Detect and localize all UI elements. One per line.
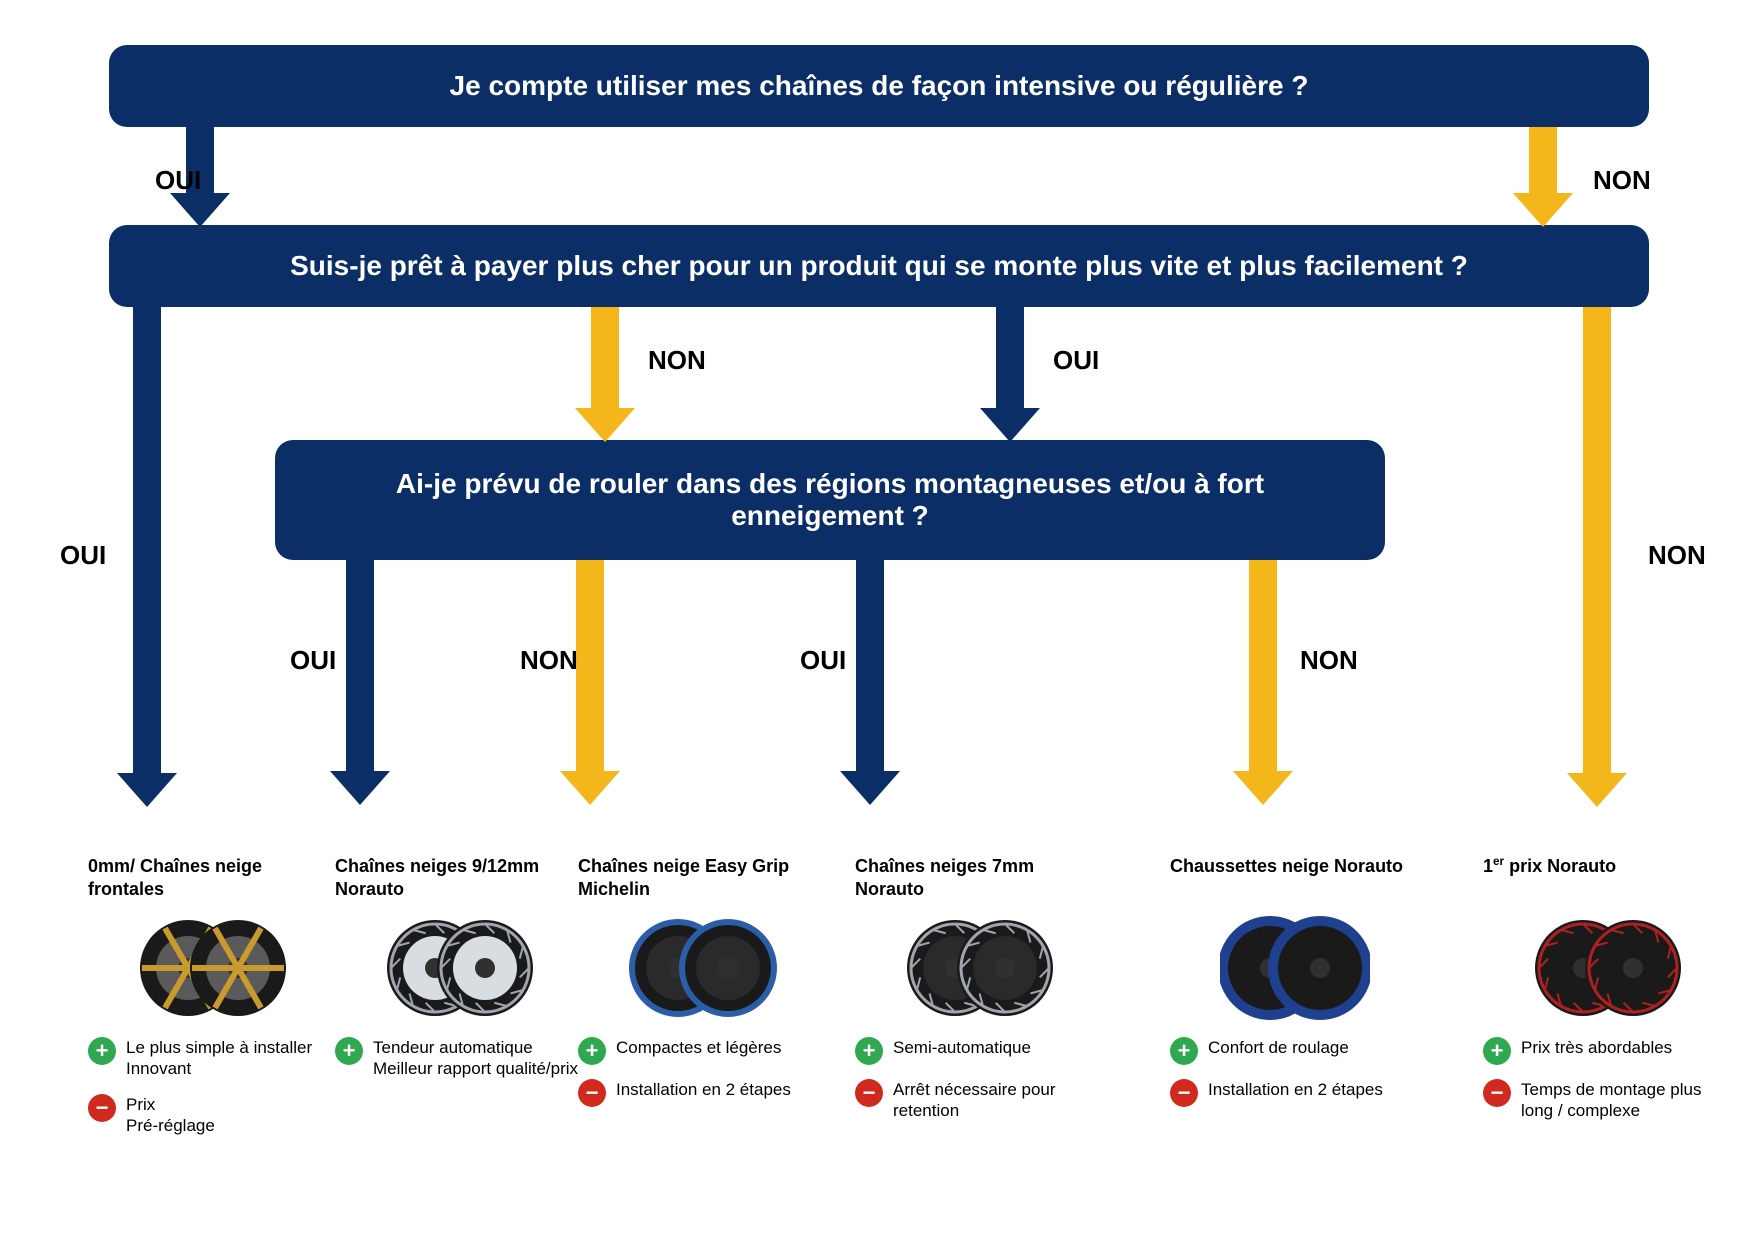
product-title: Chaussettes neige Norauto: [1170, 855, 1420, 903]
arrow-a-oui-q2-far-left: [117, 307, 177, 807]
minus-icon: −: [578, 1079, 606, 1107]
arrow-label-a-oui-q2-mid-right: OUI: [1053, 345, 1099, 376]
tire-icon: [628, 913, 778, 1023]
tire-icon: [905, 913, 1055, 1023]
arrow-label-a-q3-oui-2: OUI: [800, 645, 846, 676]
pros-row: + Tendeur automatiqueMeilleur rapport qua…: [335, 1037, 585, 1080]
product-p3: Chaînes neige Easy Grip Michelin + Compact…: [578, 855, 828, 1107]
arrow-a-q3-non-2: [1233, 560, 1293, 805]
pros-text: Compactes et légères: [616, 1037, 781, 1058]
minus-icon: −: [88, 1094, 116, 1122]
question-2-text: Suis-je prêt à payer plus cher pour un p…: [290, 250, 1468, 282]
pros-text: Confort de roulage: [1208, 1037, 1349, 1058]
arrow-label-a-non-q1-right: NON: [1593, 165, 1651, 196]
pros-text: Semi-automatique: [893, 1037, 1031, 1058]
arrow-a-non-q2-far-right: [1567, 307, 1627, 807]
product-image: [578, 913, 828, 1023]
tire-icon: [385, 913, 535, 1023]
pros-row: + Le plus simple à installerInnovant: [88, 1037, 338, 1080]
arrow-a-non-q2-mid-left: [575, 307, 635, 442]
minus-icon: −: [855, 1079, 883, 1107]
product-title: Chaînes neige Easy Grip Michelin: [578, 855, 828, 903]
plus-icon: +: [88, 1037, 116, 1065]
plus-icon: +: [335, 1037, 363, 1065]
cons-text: PrixPré-réglage: [126, 1094, 215, 1137]
question-2: Suis-je prêt à payer plus cher pour un p…: [109, 225, 1649, 307]
product-p1: 0mm/ Chaînes neige frontales + Le plus sim…: [88, 855, 338, 1136]
arrow-label-a-q3-non-2: NON: [1300, 645, 1358, 676]
product-title: Chaînes neiges 7mm Norauto: [855, 855, 1105, 903]
product-image: [1170, 913, 1420, 1023]
product-p6: 1er prix Norauto+Prix très abordables−Te…: [1483, 855, 1733, 1122]
cons-text: Installation en 2 étapes: [1208, 1079, 1383, 1100]
arrow-a-non-q1-right: [1513, 127, 1573, 227]
product-title: Chaînes neiges 9/12mm Norauto: [335, 855, 585, 903]
tire-icon: [1533, 913, 1683, 1023]
arrow-a-q3-oui-2: [840, 560, 900, 805]
pros-row: + Semi-automatique: [855, 1037, 1105, 1065]
cons-row: −Arrêt nécessaire pour retention: [855, 1079, 1105, 1122]
cons-text: Temps de montage plus long / complexe: [1521, 1079, 1733, 1122]
cons-text: Arrêt nécessaire pour retention: [893, 1079, 1105, 1122]
arrow-a-q3-oui-1: [330, 560, 390, 805]
pros-text: Prix très abordables: [1521, 1037, 1672, 1058]
product-image: [1483, 913, 1733, 1023]
pros-text: Tendeur automatiqueMeilleur rapport qual…: [373, 1037, 578, 1080]
product-image: [335, 913, 585, 1023]
cons-row: −Installation en 2 étapes: [578, 1079, 828, 1107]
tire-icon: [138, 913, 288, 1023]
arrow-label-a-q3-non-1: NON: [520, 645, 578, 676]
arrow-a-oui-q2-mid-right: [980, 307, 1040, 442]
minus-icon: −: [1170, 1079, 1198, 1107]
question-1-text: Je compte utiliser mes chaînes de façon …: [450, 70, 1309, 102]
product-p4: Chaînes neiges 7mm Norauto + Semi-automati…: [855, 855, 1105, 1122]
pros-row: + Compactes et légères: [578, 1037, 828, 1065]
plus-icon: +: [855, 1037, 883, 1065]
arrow-label-a-oui-q2-far-left: OUI: [60, 540, 106, 571]
arrow-a-q3-non-1: [560, 560, 620, 805]
arrow-label-a-non-q2-far-right: NON: [1648, 540, 1706, 571]
plus-icon: +: [1170, 1037, 1198, 1065]
plus-icon: +: [578, 1037, 606, 1065]
cons-row: −Installation en 2 étapes: [1170, 1079, 1420, 1107]
plus-icon: +: [1483, 1037, 1511, 1065]
question-3-text: Ai-je prévu de rouler dans des régions m…: [315, 468, 1345, 532]
pros-text: Le plus simple à installerInnovant: [126, 1037, 312, 1080]
tire-icon: [1220, 913, 1370, 1023]
arrow-label-a-oui-q1-left: OUI: [155, 165, 201, 196]
cons-text: Installation en 2 étapes: [616, 1079, 791, 1100]
product-p2: Chaînes neiges 9/12mm Norauto + Tendeur au…: [335, 855, 585, 1080]
question-3: Ai-je prévu de rouler dans des régions m…: [275, 440, 1385, 560]
minus-icon: −: [1483, 1079, 1511, 1107]
product-title: 1er prix Norauto: [1483, 855, 1733, 903]
pros-row: + Prix très abordables: [1483, 1037, 1733, 1065]
arrow-label-a-non-q2-mid-left: NON: [648, 345, 706, 376]
pros-row: + Confort de roulage: [1170, 1037, 1420, 1065]
product-title: 0mm/ Chaînes neige frontales: [88, 855, 338, 903]
product-image: [855, 913, 1105, 1023]
cons-row: −Temps de montage plus long / complexe: [1483, 1079, 1733, 1122]
arrow-label-a-q3-oui-1: OUI: [290, 645, 336, 676]
cons-row: −PrixPré-réglage: [88, 1094, 338, 1137]
product-image: [88, 913, 338, 1023]
question-1: Je compte utiliser mes chaînes de façon …: [109, 45, 1649, 127]
product-p5: Chaussettes neige Norauto + Confort de rou…: [1170, 855, 1420, 1107]
